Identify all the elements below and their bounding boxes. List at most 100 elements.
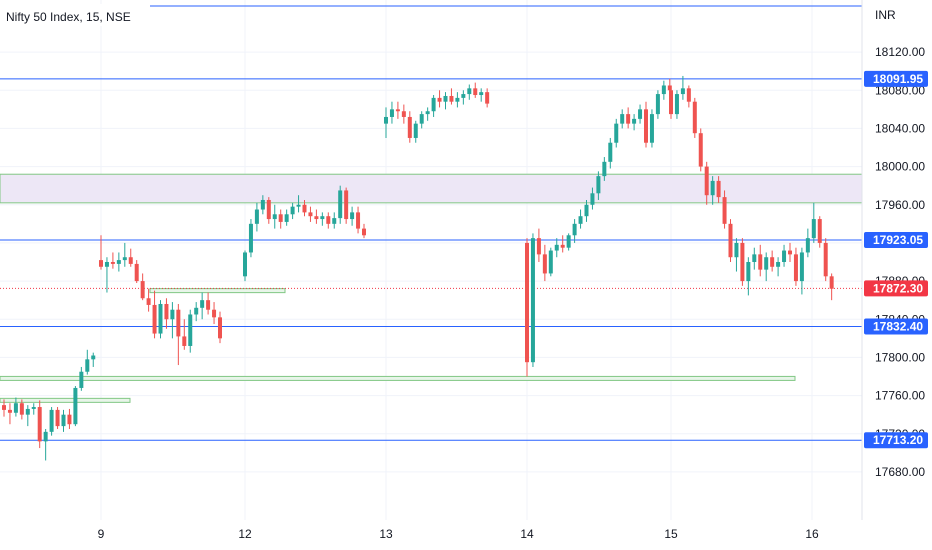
candle-body [128,257,133,264]
candle-body [644,109,648,143]
candle-body [243,252,247,277]
candle-body [655,94,660,115]
candle-body [332,218,337,224]
candle-body [296,204,301,207]
candle-body [254,209,259,224]
candle-body [104,262,109,267]
candle-body [443,95,448,102]
candle-body [638,109,643,119]
candle-body [793,254,798,282]
candle-body [530,238,535,363]
candle-body [116,260,121,264]
candle-body [79,371,84,388]
candle-body [669,90,673,115]
support-line [0,397,131,403]
candle-body [437,97,442,102]
candle-body [99,260,103,267]
candle-body [407,116,412,138]
candle-body [140,281,145,299]
candle-body [188,314,193,346]
candle-body [572,223,577,236]
time-tick-label: 16 [805,527,819,541]
candle-body [19,403,24,415]
candle-body [578,216,583,224]
candle-body [164,303,169,320]
time-tick-label: 12 [238,527,252,541]
candle-body [479,92,484,96]
candle-body [61,414,66,427]
chart-title: Nifty 50 Index, 15, NSE [6,10,131,24]
level-price-label: 17923.05 [873,233,923,247]
candle-body [389,109,394,117]
candle-body [590,193,595,205]
candle-body [602,161,607,177]
level-price-label: 17832.40 [873,320,923,334]
candle-body [278,214,283,222]
candle-body [740,242,745,282]
candle-body [158,303,163,334]
candle-body [788,250,792,255]
candle-body [110,262,115,264]
candle-body [266,199,271,220]
candle-body [356,212,361,229]
candle-body [326,216,331,224]
candle-body [525,242,529,363]
candle-body [302,204,307,213]
candle-body [170,309,175,320]
candle-body [212,309,217,318]
candle-body [362,228,366,236]
time-axis: 9 12 13 14 15 16 [98,527,819,541]
support-line [149,288,286,294]
resistance-zone [0,173,863,204]
candle-body [817,219,822,243]
candle-body [344,190,349,220]
time-tick-label: 15 [664,527,678,541]
candle-body [2,405,6,410]
candle-body [722,197,727,224]
candle-body [73,387,78,425]
candle-body [419,114,424,124]
title-bg [0,4,150,26]
candle-body [485,92,490,104]
candle-body [686,88,691,102]
candle-body [752,254,757,262]
candle-body [449,95,454,102]
candle-body [176,309,181,337]
candle-body [680,88,685,95]
candle-body [614,123,619,143]
candle-body [560,244,565,248]
price-tick-label: 17760.00 [875,389,925,403]
price-tick-label: 18040.00 [875,121,925,135]
candle-body [13,403,18,413]
candle-body [548,250,553,274]
candle-body [782,250,787,262]
candle-body [384,116,388,124]
candle-body [823,242,828,277]
currency-label: INR [875,8,896,22]
candle-body [805,238,810,253]
candle-body [284,214,289,222]
candle-body [320,216,325,220]
candle-body [7,409,12,413]
candle-body [338,190,343,219]
price-labels: 18091.95 17923.05 17832.40 17713.20 17872.30 [864,70,928,449]
level-price-label-bg [864,70,928,87]
level-price-label: 17713.20 [873,433,923,447]
candle-body [395,109,400,112]
candle-body [649,114,654,143]
candle-body [728,223,733,258]
candle-body [536,238,541,255]
candle-body [401,111,406,117]
candle-body [716,180,721,198]
candle-body [248,223,253,253]
candle-body [314,216,319,220]
level-price-label-bg [864,432,928,449]
candle-body [626,114,631,124]
candle-body [31,407,36,409]
time-tick-label: 13 [379,527,393,541]
candle-body [799,252,804,282]
level-price-label-bg [864,232,928,249]
candle-body [554,244,559,251]
level-price-label: 18091.95 [873,72,923,86]
